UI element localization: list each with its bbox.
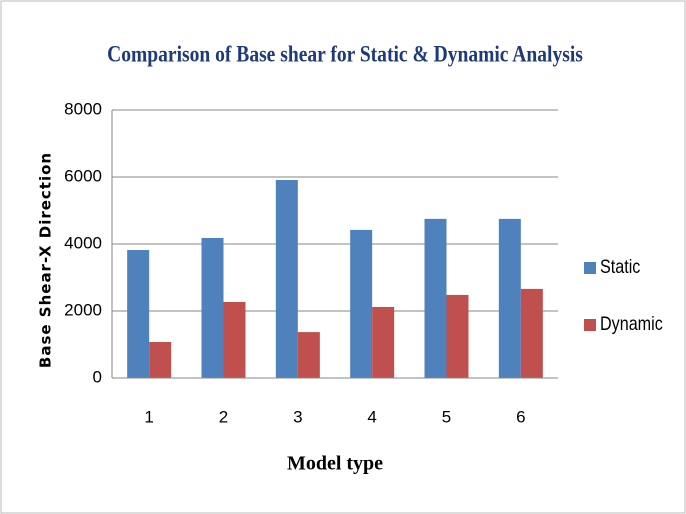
- legend-swatch: [584, 319, 596, 331]
- x-tick-label: 4: [367, 407, 376, 426]
- bar: [127, 250, 150, 378]
- legend-swatch: [584, 262, 596, 274]
- bar: [498, 218, 521, 378]
- bar: [201, 237, 224, 378]
- bar: [223, 301, 246, 378]
- chart-title: Comparison of Base shear for Static & Dy…: [107, 41, 583, 67]
- bar: [149, 341, 172, 378]
- y-tick-label: 4000: [64, 233, 102, 252]
- y-tick-label: 2000: [64, 300, 102, 319]
- bar: [520, 288, 543, 378]
- x-tick-label: 1: [144, 407, 153, 426]
- legend-label: Dynamic: [600, 313, 663, 335]
- x-tick-label: 3: [293, 407, 302, 426]
- x-tick-label: 2: [219, 407, 228, 426]
- y-axis-label: Base Shear-X Direction: [37, 152, 55, 368]
- bar: [275, 180, 298, 378]
- x-tick-label: 6: [516, 407, 525, 426]
- y-tick-label: 0: [93, 367, 102, 386]
- bar: [297, 332, 320, 378]
- bar: [350, 229, 373, 378]
- x-tick-label: 5: [442, 407, 451, 426]
- x-axis-label: Model type: [287, 453, 383, 475]
- bar: [446, 294, 469, 378]
- y-tick-label: 8000: [64, 99, 102, 118]
- bar: [424, 218, 447, 378]
- y-tick-label: 6000: [64, 166, 102, 185]
- bar: [372, 306, 395, 378]
- legend-label: Static: [600, 256, 641, 278]
